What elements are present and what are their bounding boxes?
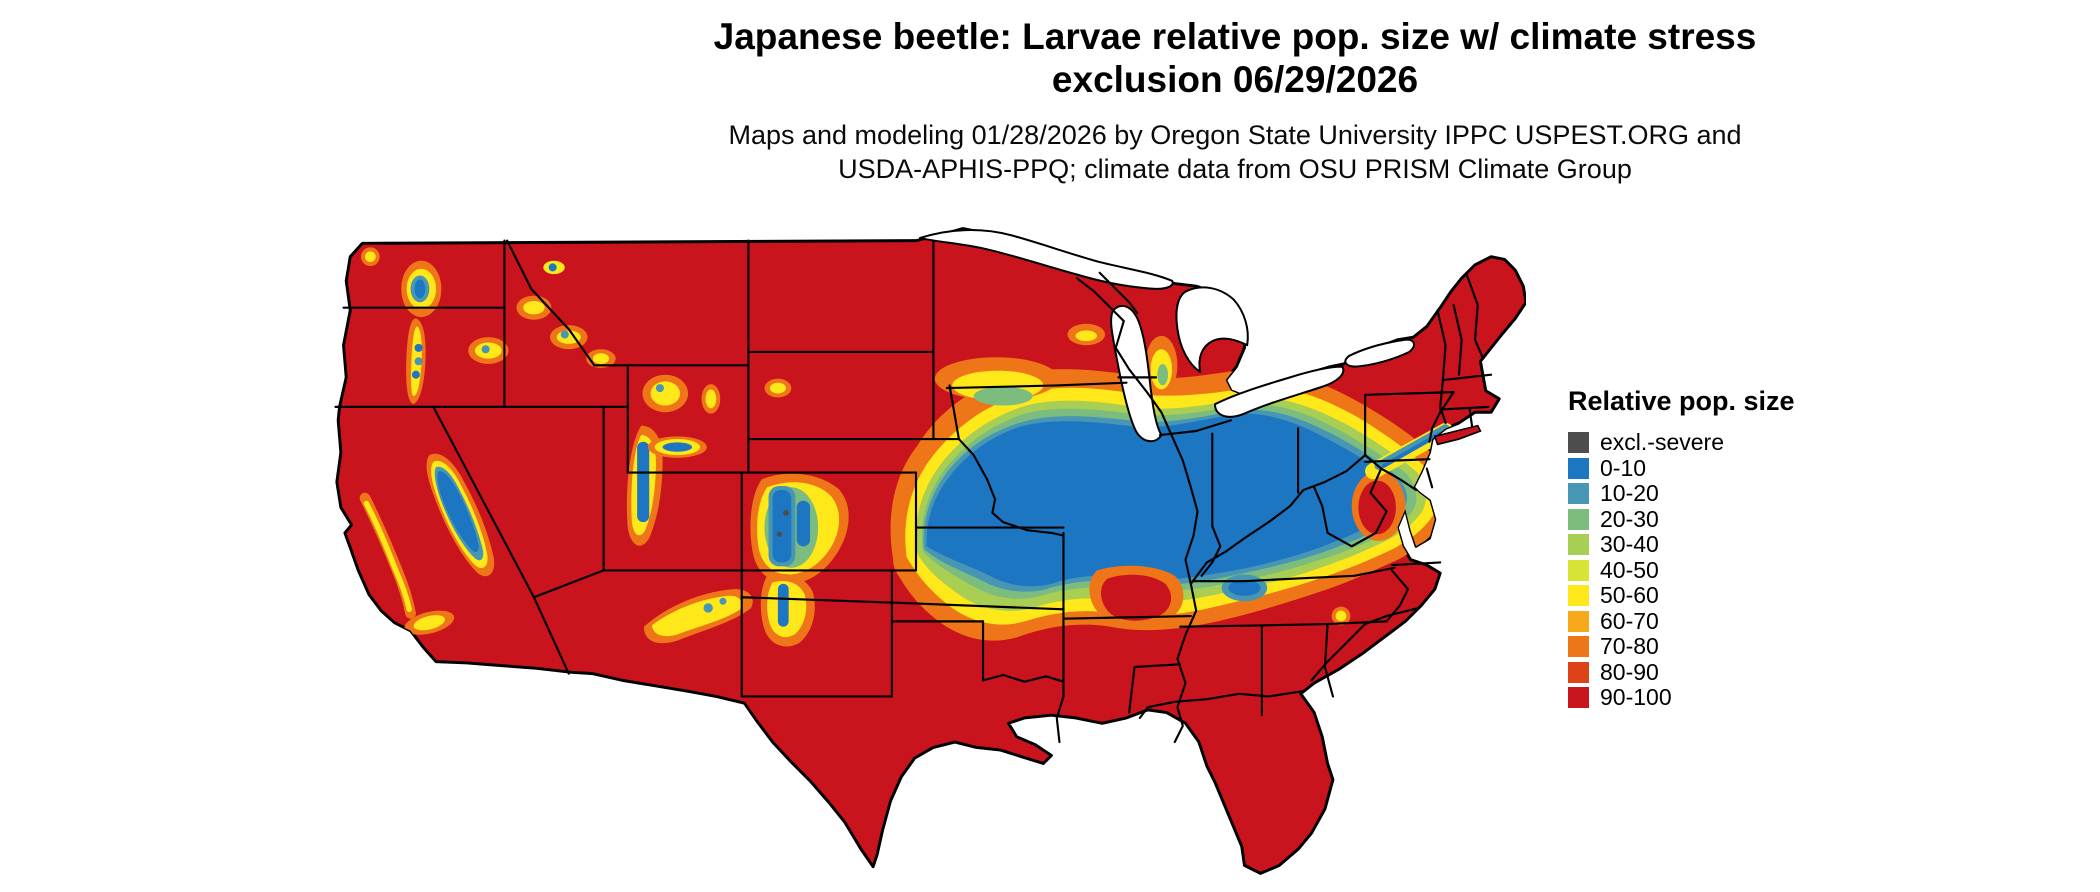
us-map [306,224,1526,882]
legend-label: 10-20 [1600,480,1659,507]
lake-erie [1213,365,1345,418]
legend-label: 0-10 [1600,454,1647,481]
map-overlays [359,247,1454,659]
legend: Relative pop. size excl.-severe 0-10 10-… [1568,386,1795,711]
legend-swatch [1568,610,1589,632]
legend-item: 20-30 [1568,505,1795,533]
title-line-1: Japanese beetle: Larvae relative pop. si… [713,16,1757,57]
legend-swatch [1568,687,1589,709]
legend-swatch [1568,457,1589,479]
legend-item: 40-50 [1568,556,1795,584]
legend-swatch [1568,661,1589,683]
subtitle-line-2: USDA-APHIS-PPQ; climate data from OSU PR… [838,154,1632,185]
legend-item: 0-10 [1568,454,1795,482]
legend-item: 90-100 [1568,684,1795,711]
lake-superior [919,229,1174,290]
legend-swatch [1568,508,1589,530]
lake-huron [1175,286,1249,374]
legend-swatch [1568,585,1589,607]
legend-item: 60-70 [1568,607,1795,635]
map-state-borders [334,239,1493,744]
header: Japanese beetle: Larvae relative pop. si… [385,16,2085,187]
legend-label: 40-50 [1600,556,1659,583]
us-map-svg [334,227,1526,875]
legend-label: excl.-severe [1600,429,1724,456]
legend-item: 10-20 [1568,480,1795,507]
long-island [1433,424,1482,446]
legend-title: Relative pop. size [1568,386,1795,416]
subtitle-line-1: Maps and modeling 01/28/2026 by Oregon S… [728,119,1742,150]
legend-swatch [1568,432,1589,454]
legend-swatch [1568,534,1589,556]
legend-item: excl.-severe [1568,429,1795,456]
legend-label: 20-30 [1600,505,1659,532]
lake-ontario [1344,338,1416,368]
legend-label: 60-70 [1600,607,1659,634]
legend-label: 90-100 [1600,684,1672,711]
legend-label: 80-90 [1600,658,1659,685]
legend-swatch [1568,636,1589,658]
legend-label: 70-80 [1600,633,1659,660]
legend-label: 50-60 [1600,582,1659,609]
legend-swatch [1568,559,1589,581]
legend-item: 30-40 [1568,531,1795,558]
legend-swatch [1568,483,1589,505]
page-title: Japanese beetle: Larvae relative pop. si… [385,16,2085,102]
page-subtitle: Maps and modeling 01/28/2026 by Oregon S… [385,118,2085,187]
map-lakes [919,229,1416,443]
legend-item: 50-60 [1568,582,1795,609]
legend-item: 70-80 [1568,633,1795,660]
legend-item: 80-90 [1568,658,1795,686]
title-line-2: exclusion 06/29/2026 [1051,58,1419,100]
legend-label: 30-40 [1600,531,1659,558]
